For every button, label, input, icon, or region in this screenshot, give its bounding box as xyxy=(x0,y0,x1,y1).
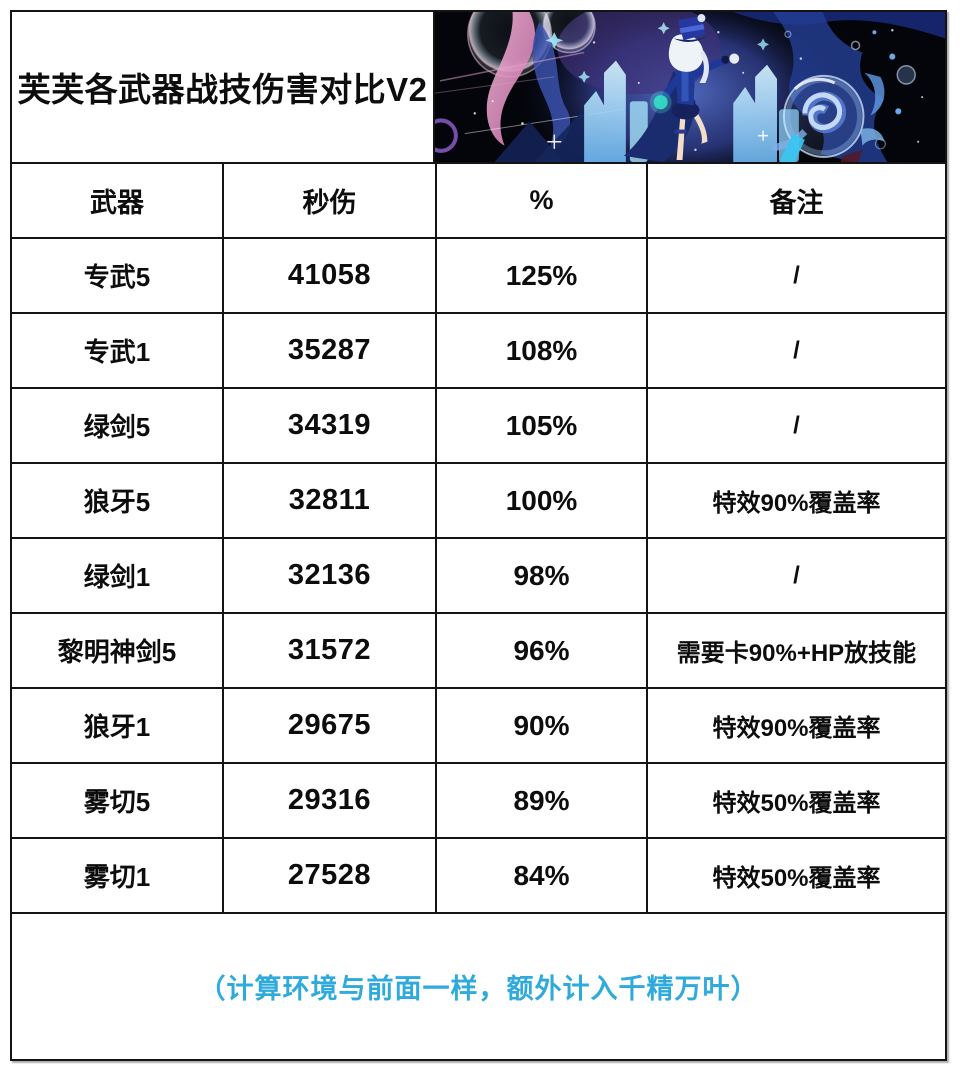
note-cell: 特效90%覆盖率 xyxy=(646,689,945,762)
percent-cell: 125% xyxy=(435,239,646,312)
table-row: 绿剑1 32136 98% / xyxy=(12,537,945,612)
weapon-cell: 狼牙1 xyxy=(83,712,151,742)
table-row: 狼牙5 32811 100% 特效90%覆盖率 xyxy=(12,462,945,537)
weapon-cell: 专武5 xyxy=(83,262,151,292)
percent-cell: 100% xyxy=(435,464,646,537)
header-band: 芙芙各武器战技伤害对比V2 xyxy=(12,12,945,162)
table-row: 狼牙1 29675 90% 特效90%覆盖率 xyxy=(12,687,945,762)
weapon-cell: 雾切5 xyxy=(83,787,151,817)
comparison-table: 武器 秒伤 % 备注 专武5 41058 125% / 专武1 35287 10… xyxy=(12,162,945,912)
furina-splash-art-illustration xyxy=(435,12,945,162)
column-header-percent: % xyxy=(435,164,646,237)
dps-cell: 29316 xyxy=(222,764,435,837)
header-artwork xyxy=(435,12,945,162)
dps-cell: 34319 xyxy=(222,389,435,462)
note-cell: / xyxy=(646,239,945,312)
damage-comparison-card: 芙芙各武器战技伤害对比V2 xyxy=(10,10,947,1061)
dps-cell: 29675 xyxy=(222,689,435,762)
note-cell: 需要卡90%+HP放技能 xyxy=(646,614,945,687)
footer-note-cell: （计算环境与前面一样，额外计入千精万叶） xyxy=(12,912,945,1059)
percent-cell: 90% xyxy=(435,689,646,762)
dps-cell: 32811 xyxy=(222,464,435,537)
dps-cell: 27528 xyxy=(222,839,435,912)
weapon-cell: 狼牙5 xyxy=(83,487,151,517)
table-row: 雾切5 29316 89% 特效50%覆盖率 xyxy=(12,762,945,837)
dps-cell: 31572 xyxy=(222,614,435,687)
table-row: 黎明神剑5 31572 96% 需要卡90%+HP放技能 xyxy=(12,612,945,687)
note-cell: / xyxy=(646,314,945,387)
table-row: 专武5 41058 125% / xyxy=(12,237,945,312)
title-cell: 芙芙各武器战技伤害对比V2 xyxy=(12,12,435,162)
column-header-weapon: 武器 xyxy=(90,188,144,218)
calculation-note: （计算环境与前面一样，额外计入千精万叶） xyxy=(198,974,759,1004)
percent-cell: 108% xyxy=(435,314,646,387)
percent-cell: 84% xyxy=(435,839,646,912)
table-row: 绿剑5 34319 105% / xyxy=(12,387,945,462)
page-title: 芙芙各武器战技伤害对比V2 xyxy=(17,71,428,108)
dps-cell: 41058 xyxy=(222,239,435,312)
table-row: 专武1 35287 108% / xyxy=(12,312,945,387)
dps-cell: 32136 xyxy=(222,539,435,612)
note-cell: 特效90%覆盖率 xyxy=(646,464,945,537)
percent-cell: 105% xyxy=(435,389,646,462)
percent-cell: 98% xyxy=(435,539,646,612)
table-header-row: 武器 秒伤 % 备注 xyxy=(12,162,945,237)
percent-cell: 89% xyxy=(435,764,646,837)
weapon-cell: 黎明神剑5 xyxy=(57,637,177,667)
table-row: 雾切1 27528 84% 特效50%覆盖率 xyxy=(12,837,945,912)
weapon-cell: 专武1 xyxy=(83,337,151,367)
dps-cell: 35287 xyxy=(222,314,435,387)
percent-cell: 96% xyxy=(435,614,646,687)
weapon-cell: 雾切1 xyxy=(83,862,151,892)
weapon-cell: 绿剑1 xyxy=(83,562,151,592)
note-cell: 特效50%覆盖率 xyxy=(646,839,945,912)
column-header-note: 备注 xyxy=(646,164,945,237)
note-cell: / xyxy=(646,539,945,612)
note-cell: 特效50%覆盖率 xyxy=(646,764,945,837)
weapon-cell: 绿剑5 xyxy=(83,412,151,442)
column-header-dps: 秒伤 xyxy=(222,164,435,237)
note-cell: / xyxy=(646,389,945,462)
